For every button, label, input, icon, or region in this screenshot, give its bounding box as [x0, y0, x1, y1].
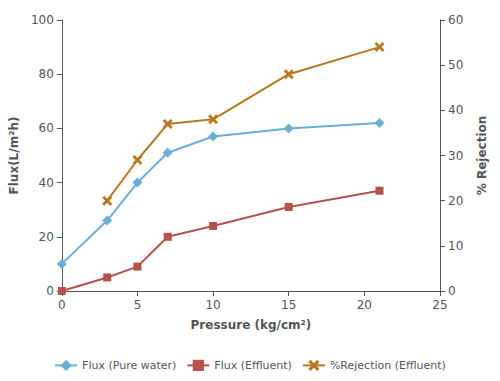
svg-text:0: 0: [448, 284, 456, 298]
svg-text:Pressure (kg/cm²): Pressure (kg/cm²): [191, 318, 312, 332]
svg-text:80: 80: [39, 67, 54, 81]
svg-text:10: 10: [205, 298, 220, 312]
svg-text:10: 10: [448, 239, 463, 253]
svg-text:0: 0: [58, 298, 66, 312]
svg-text:60: 60: [39, 121, 54, 135]
svg-text:% Rejection: % Rejection: [475, 116, 489, 196]
svg-text:Flux (Pure water): Flux (Pure water): [82, 359, 176, 372]
svg-text:Flux (Effluent): Flux (Effluent): [214, 359, 292, 372]
svg-text:50: 50: [448, 58, 463, 72]
svg-text:20: 20: [357, 298, 372, 312]
svg-text:%Rejection (Effluent): %Rejection (Effluent): [330, 359, 446, 372]
svg-text:15: 15: [281, 298, 296, 312]
svg-text:30: 30: [448, 149, 463, 163]
svg-text:25: 25: [432, 298, 447, 312]
svg-text:5: 5: [134, 298, 142, 312]
svg-text:100: 100: [31, 13, 54, 27]
svg-text:40: 40: [39, 176, 54, 190]
svg-text:20: 20: [39, 230, 54, 244]
svg-text:0: 0: [46, 284, 54, 298]
svg-text:Flux(L/m²h): Flux(L/m²h): [7, 117, 21, 195]
svg-text:40: 40: [448, 103, 463, 117]
svg-text:60: 60: [448, 13, 463, 27]
svg-text:20: 20: [448, 194, 463, 208]
